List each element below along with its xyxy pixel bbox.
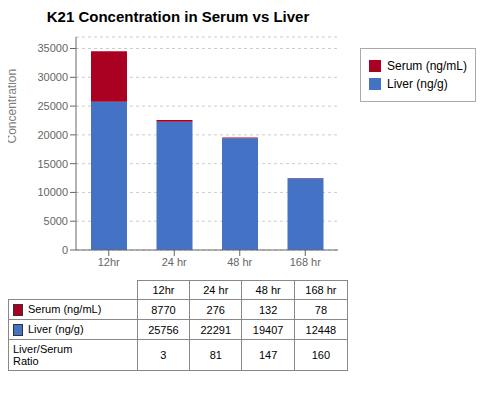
html-text:147: 147 [259,349,278,362]
html-text:Ratio: Ratio [13,355,39,368]
svg-text:25000: 25000 [37,100,68,112]
svg-text:0: 0 [62,244,68,256]
html-text:25756: 25756 [148,323,179,336]
html-text:12hr: 12hr [152,284,175,296]
html-text:Liver (ng/g): Liver (ng/g) [387,77,448,91]
html-text:Serum (ng/mL): Serum (ng/mL) [28,303,102,315]
html-text:12448: 12448 [305,323,337,336]
html-text:K21 Concentration in Serum vs: K21 Concentration in Serum vs Liver [46,8,310,25]
svg-text:35000: 35000 [37,42,68,54]
html-text:48 hr: 48 hr [255,284,281,296]
svg-text:48 hr: 48 hr [227,256,252,268]
html-text:8770: 8770 [151,303,176,316]
html-text:160: 160 [311,349,331,362]
html-text:24 hr: 24 hr [203,284,229,296]
svg-text:10000: 10000 [37,186,68,198]
svg-text:24 hr: 24 hr [162,256,187,268]
svg-text:168 hr: 168 hr [290,256,322,268]
svg-text:30000: 30000 [37,71,68,83]
html-text:19407: 19407 [252,323,284,336]
svg-text:Concentration: Concentration [8,69,19,144]
html-text:78: 78 [314,303,327,316]
html-text:22291: 22291 [200,323,232,336]
svg-text:15000: 15000 [37,158,68,170]
html-text:168 hr: 168 hr [305,284,337,296]
html-text:Liver (ng/g): Liver (ng/g) [28,323,84,336]
svg-text:5000: 5000 [44,215,68,227]
svg-text:20000: 20000 [37,129,68,141]
html-text:81: 81 [209,349,222,362]
html-text:3: 3 [160,349,167,362]
html-text:Liver/Serum: Liver/Serum [13,343,73,356]
html-text:Serum (ng/mL): Serum (ng/mL) [387,59,467,73]
html-text:132: 132 [259,303,278,316]
html-text:276: 276 [206,303,225,316]
svg-text:12hr: 12hr [98,256,120,268]
